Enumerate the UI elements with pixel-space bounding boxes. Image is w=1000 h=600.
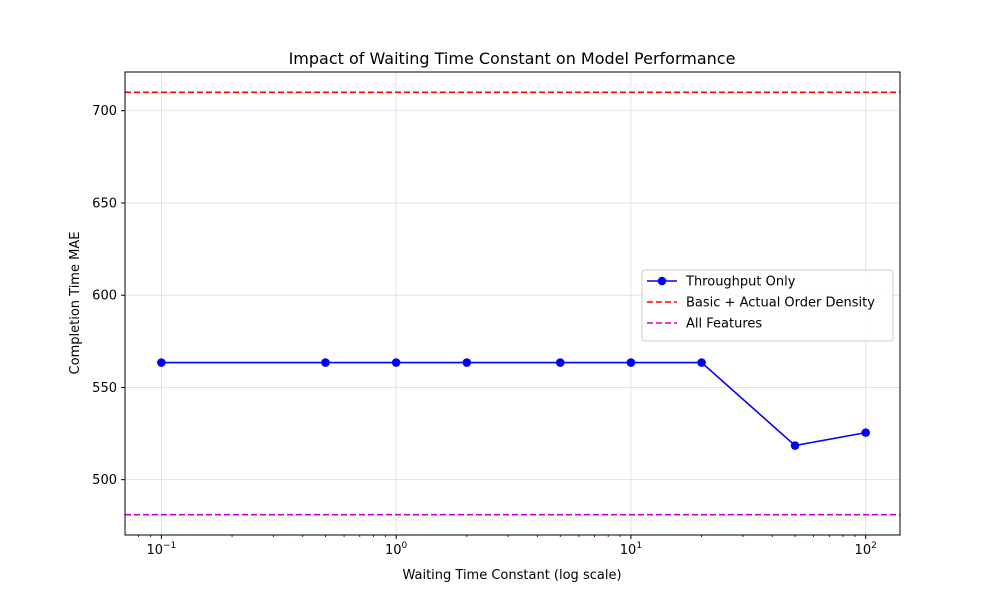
- series-line-throughput-only: [161, 361, 866, 447]
- data-point: [462, 358, 472, 367]
- data-point: [321, 358, 330, 367]
- legend-label-throughput-only: Throughput Only: [685, 275, 796, 290]
- y-axis-label: Completion Time MAE: [68, 232, 83, 375]
- data-point: [157, 358, 166, 367]
- data-point: [626, 358, 636, 367]
- chart-title: Impact of Waiting Time Constant on Model…: [289, 49, 736, 68]
- y-tick-label: 650: [92, 196, 117, 211]
- y-tick-label: 550: [92, 381, 117, 396]
- x-tick-label: 102: [855, 541, 877, 558]
- x-axis-label: Waiting Time Constant (log scale): [402, 568, 621, 583]
- legend-box: [641, 269, 894, 342]
- x-tick-label: 10−1: [146, 541, 176, 558]
- y-tick-label: 700: [92, 104, 117, 119]
- legend-label-basic-actual-order-density: Basic + Actual Order Density: [686, 296, 875, 311]
- data-point: [697, 358, 706, 367]
- series-layer: [125, 91, 900, 516]
- legend-label-all-features: All Features: [686, 317, 762, 332]
- data-point: [861, 428, 870, 437]
- data-point: [391, 358, 401, 367]
- data-point: [555, 358, 565, 367]
- legend-marker-throughput-only: [657, 276, 667, 286]
- y-tick-label: 500: [92, 473, 117, 488]
- grid-layer: [125, 72, 900, 535]
- x-tick-label: 100: [385, 541, 408, 558]
- axis-layer: 10−1 100 101 102 500 550 600 650 700: [92, 104, 877, 558]
- x-tick-label: 101: [620, 541, 642, 558]
- y-tick-label: 600: [92, 289, 117, 304]
- plot-frame: [124, 71, 901, 536]
- legend: Throughput Only Basic + Actual Order Dens…: [641, 269, 894, 342]
- data-point: [790, 441, 800, 450]
